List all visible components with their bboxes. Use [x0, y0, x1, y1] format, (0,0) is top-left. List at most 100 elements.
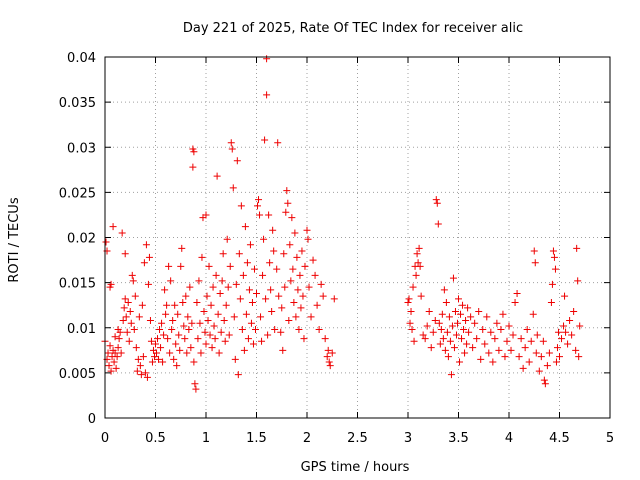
- chart-title: Day 221 of 2025, Rate Of TEC Index for r…: [183, 21, 523, 36]
- data-point: [263, 91, 271, 99]
- data-point: [326, 362, 334, 370]
- x-tick-label: 3.5: [448, 431, 469, 446]
- data-point: [406, 319, 414, 327]
- data-point: [107, 367, 115, 375]
- data-point: [139, 353, 147, 361]
- y-tick-label: 0.005: [59, 367, 96, 382]
- data-point: [260, 235, 268, 243]
- data-point: [436, 340, 444, 348]
- x-tick-label: 1.5: [246, 431, 267, 446]
- data-point: [180, 322, 188, 330]
- data-point: [226, 262, 234, 270]
- data-point: [120, 304, 128, 312]
- data-point: [235, 250, 243, 258]
- data-point: [321, 335, 329, 343]
- data-point: [448, 322, 456, 330]
- data-point: [289, 265, 297, 273]
- x-tick-label: 2.5: [347, 431, 368, 446]
- x-tick-label: 2: [303, 431, 311, 446]
- data-point: [142, 241, 150, 249]
- data-point: [443, 328, 451, 336]
- data-point: [190, 148, 198, 156]
- data-point: [423, 322, 431, 330]
- data-point: [265, 211, 273, 219]
- data-point: [527, 337, 535, 345]
- data-point: [222, 301, 230, 309]
- data-point: [533, 331, 541, 339]
- data-point: [208, 344, 216, 352]
- data-point: [551, 265, 559, 273]
- data-point: [251, 326, 259, 334]
- data-point: [281, 283, 289, 291]
- data-point: [133, 367, 141, 375]
- data-point: [450, 344, 458, 352]
- data-point: [107, 280, 115, 288]
- data-point: [521, 344, 529, 352]
- data-point: [186, 283, 194, 291]
- data-point: [477, 355, 485, 363]
- data-point: [145, 253, 153, 261]
- data-point: [290, 298, 298, 306]
- data-point: [441, 346, 449, 354]
- data-point: [458, 335, 466, 343]
- data-point: [404, 298, 412, 306]
- data-point: [143, 373, 151, 381]
- x-tick-label: 1: [202, 431, 210, 446]
- data-point: [175, 331, 183, 339]
- x-tick-label: 0: [101, 431, 109, 446]
- data-point: [564, 340, 572, 348]
- data-point: [511, 298, 519, 306]
- data-point: [297, 304, 305, 312]
- data-point: [277, 328, 285, 336]
- data-point: [213, 172, 221, 180]
- data-point: [159, 358, 167, 366]
- data-point: [141, 369, 149, 377]
- data-point: [509, 331, 517, 339]
- data-point: [487, 328, 495, 336]
- data-point: [223, 235, 231, 243]
- data-point: [530, 247, 538, 255]
- data-point: [274, 139, 282, 147]
- data-point: [532, 349, 540, 357]
- data-point: [179, 298, 187, 306]
- data-point: [576, 322, 584, 330]
- data-point: [137, 371, 145, 379]
- data-point: [203, 292, 211, 300]
- data-point: [165, 262, 173, 270]
- data-point: [539, 337, 547, 345]
- data-point: [233, 157, 241, 165]
- data-point: [410, 337, 418, 345]
- data-point: [432, 196, 440, 204]
- data-point: [167, 277, 175, 285]
- data-point: [485, 349, 493, 357]
- data-point: [202, 340, 210, 348]
- data-point: [160, 331, 168, 339]
- data-point: [219, 250, 227, 258]
- data-point: [491, 335, 499, 343]
- data-point: [140, 259, 148, 267]
- data-point: [284, 199, 292, 207]
- data-point: [427, 344, 435, 352]
- data-point: [163, 301, 171, 309]
- data-point: [227, 139, 235, 147]
- data-point: [190, 358, 198, 366]
- data-point: [114, 344, 122, 352]
- data-point: [152, 340, 159, 348]
- data-point: [148, 358, 156, 366]
- data-point: [201, 328, 209, 336]
- data-point: [164, 335, 172, 343]
- data-point: [288, 214, 296, 222]
- data-point: [517, 335, 525, 343]
- data-point: [572, 346, 580, 354]
- data-point: [540, 376, 548, 384]
- data-point: [412, 271, 420, 279]
- x-tick-label: 4.5: [549, 431, 570, 446]
- y-tick-label: 0.03: [67, 141, 96, 156]
- data-point: [132, 344, 140, 352]
- data-point: [156, 326, 164, 334]
- data-point: [299, 292, 307, 300]
- data-point: [125, 337, 133, 345]
- data-point: [453, 319, 461, 327]
- data-point: [169, 317, 177, 325]
